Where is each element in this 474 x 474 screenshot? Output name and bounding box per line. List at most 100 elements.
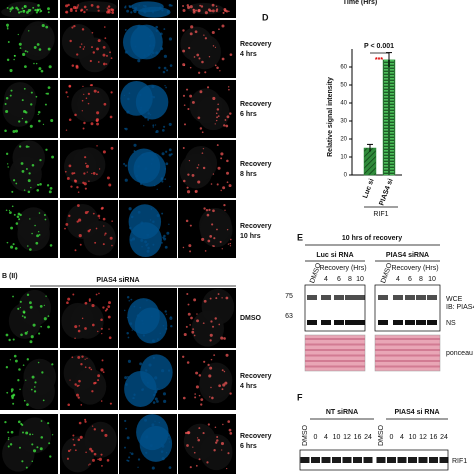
focus (182, 29, 185, 32)
focus (189, 224, 192, 227)
focus (170, 316, 172, 318)
focus (216, 144, 219, 147)
focus (133, 143, 137, 147)
focus (111, 244, 113, 247)
focus (44, 218, 47, 221)
focus (39, 8, 41, 11)
focus (190, 316, 193, 320)
focus (36, 234, 40, 238)
focus (165, 86, 167, 89)
focus (197, 438, 200, 442)
focus (74, 383, 77, 386)
focus (91, 46, 93, 49)
focus (25, 466, 28, 469)
focus (165, 162, 169, 166)
focus (209, 333, 213, 337)
focus (17, 307, 20, 310)
focus (204, 71, 207, 74)
focus (139, 108, 142, 111)
focus (145, 376, 147, 378)
focus (86, 357, 88, 359)
focus (183, 179, 186, 183)
focus (51, 434, 54, 436)
focus (14, 247, 18, 250)
focus (222, 11, 225, 14)
focus (133, 305, 136, 308)
focus (182, 63, 186, 67)
focus (31, 163, 35, 167)
focus (17, 212, 21, 216)
focus (102, 62, 106, 66)
focus (7, 166, 9, 168)
focus (160, 177, 164, 181)
focus (130, 452, 134, 456)
focus (126, 436, 130, 440)
focus (192, 10, 196, 14)
focus (77, 4, 80, 6)
focus (103, 102, 107, 106)
focus (78, 379, 81, 383)
focus (168, 148, 172, 152)
focus (162, 236, 165, 239)
focus (26, 293, 30, 297)
lane-label: 12 (343, 434, 351, 441)
focus (206, 213, 210, 217)
focus (123, 94, 126, 96)
lane-label: 6 (337, 276, 341, 283)
focus (227, 420, 231, 423)
focus (196, 319, 200, 323)
focus (47, 47, 51, 51)
band (378, 295, 388, 300)
focus (101, 464, 103, 467)
focus (90, 368, 93, 371)
focus (192, 446, 194, 448)
sub-label: Recovery (Hrs) (319, 265, 366, 272)
focus (190, 25, 194, 29)
focus (141, 246, 143, 248)
focus (93, 428, 96, 431)
lane-label: 16 (354, 434, 362, 441)
focus (77, 329, 81, 333)
focus (20, 10, 23, 13)
focus (68, 214, 71, 218)
focus (7, 163, 9, 165)
marker: 63 (285, 313, 293, 320)
band (353, 457, 362, 463)
focus (12, 338, 15, 341)
focus (40, 436, 44, 439)
focus (46, 184, 50, 187)
focus (17, 33, 19, 36)
focus (104, 234, 106, 236)
focus (39, 9, 43, 13)
focus (6, 58, 10, 62)
focus (74, 113, 77, 117)
focus (187, 173, 190, 176)
focus (124, 376, 128, 380)
focus (26, 358, 29, 361)
focus (194, 191, 197, 193)
focus (65, 91, 68, 94)
focus (163, 66, 167, 70)
focus (34, 386, 36, 388)
focus (83, 93, 85, 95)
row-label: 4 hrs (240, 383, 257, 390)
focus (202, 432, 205, 435)
focus (229, 242, 232, 245)
panel-title: PIAS4 siRNA (96, 277, 139, 284)
focus (101, 359, 104, 362)
focus (156, 188, 158, 190)
focus (140, 238, 144, 242)
row-label: Recovery (240, 161, 272, 168)
focus (12, 7, 14, 10)
focus (43, 317, 47, 321)
focus (151, 95, 153, 98)
focus (83, 46, 86, 48)
lane-label: 12 (419, 434, 427, 441)
band (416, 295, 426, 300)
focus (45, 148, 48, 151)
focus (86, 9, 88, 11)
blot-label: NS (446, 320, 456, 327)
focus (223, 8, 227, 11)
focus (186, 444, 189, 447)
lane-label: 16 (430, 434, 438, 441)
